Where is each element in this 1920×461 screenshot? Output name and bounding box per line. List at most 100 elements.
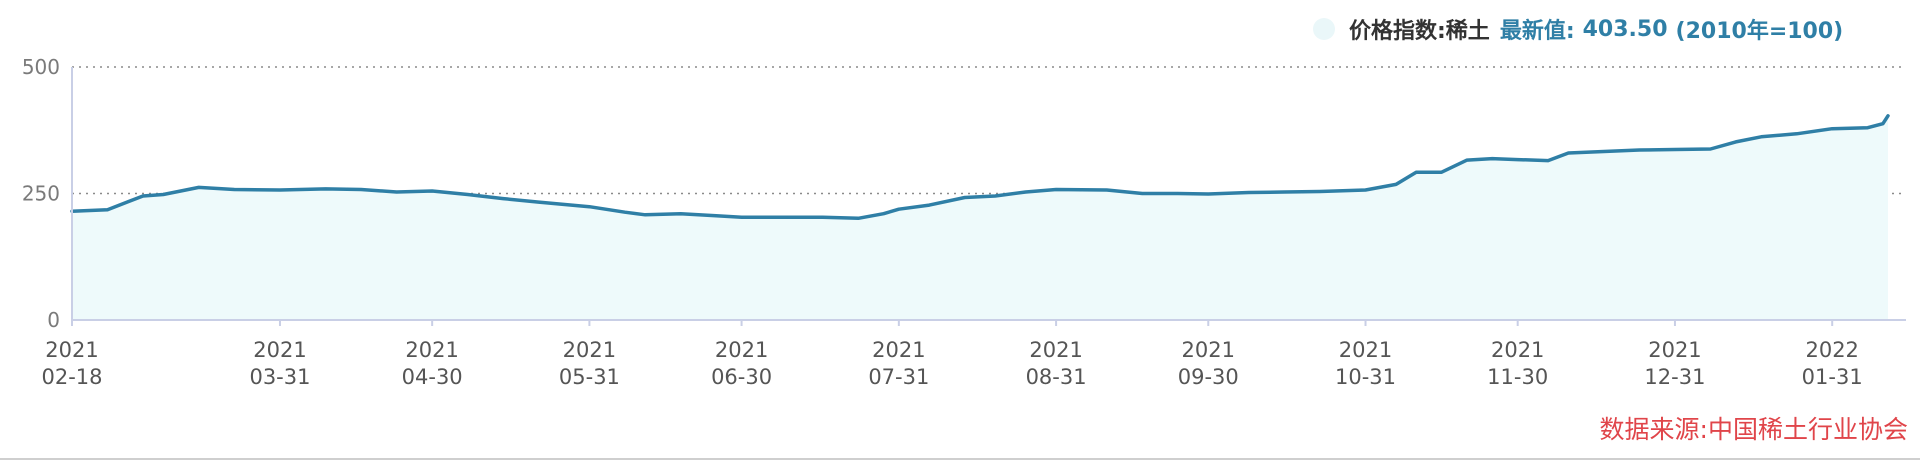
data-source: 数据来源:中国稀土行业协会	[1600, 410, 1908, 446]
x-tick-year-2: 2021	[405, 338, 458, 362]
data-point-41	[1465, 158, 1469, 162]
data-point-40	[1440, 171, 1443, 174]
base-year-note: (2010年=100)	[1675, 19, 1844, 44]
latest-value: 403.50	[1582, 16, 1668, 42]
x-tick-year-4: 2021	[715, 338, 768, 362]
data-point-1	[106, 208, 109, 211]
x-tick-year-9: 2021	[1491, 338, 1544, 362]
x-axis-ticks: 2021 02-18 2021 03-31 2021 04-30 2021 05-31 2021…	[41, 320, 1863, 389]
data-point-2	[141, 194, 145, 198]
data-point-13	[537, 200, 540, 204]
data-point-39	[1415, 171, 1418, 174]
data-point-14	[588, 205, 591, 208]
x-tick-year-11: 2022	[1805, 338, 1858, 362]
data-point-52	[1795, 132, 1798, 135]
data-point-19	[740, 216, 743, 219]
data-point-54	[1866, 126, 1869, 129]
axes	[71, 67, 1906, 321]
x-tick-year-1: 2021	[253, 338, 306, 362]
data-point-9	[395, 190, 398, 194]
data-point-8	[359, 188, 363, 191]
x-tick-year-3: 2021	[563, 338, 616, 362]
x-tick-date-7: 09-30	[1178, 365, 1239, 389]
data-point-17	[679, 212, 682, 215]
data-point-30	[1105, 188, 1109, 192]
data-point-21	[821, 216, 824, 219]
x-tick-year-10: 2021	[1648, 338, 1701, 362]
data-point-49	[1709, 147, 1712, 151]
data-point-18	[715, 214, 718, 217]
x-tick-date-2: 04-30	[402, 365, 463, 389]
data-point-16	[644, 213, 647, 216]
data-source-name: 中国稀土行业协会	[1707, 415, 1908, 444]
x-tick-year-0: 2021	[45, 338, 98, 362]
data-point-4	[197, 186, 201, 189]
data-point-51	[1759, 135, 1763, 139]
data-source-label: 数据来源:	[1599, 415, 1708, 444]
data-point-31	[1141, 192, 1144, 195]
data-point-33	[1207, 192, 1210, 196]
x-tick-year-5: 2021	[872, 338, 925, 362]
chart-legend[interactable]: 价格指数:稀土 最新值: 403.50 (2010年=100)	[1313, 12, 1843, 46]
data-point-27	[994, 194, 997, 198]
x-tick-date-4: 06-30	[711, 365, 772, 389]
data-point-5	[233, 188, 236, 191]
data-point-44	[1546, 159, 1550, 162]
data-point-48	[1673, 148, 1677, 151]
x-tick-date-9: 11-30	[1487, 365, 1548, 389]
data-point-3	[162, 193, 165, 196]
data-point-24	[897, 207, 901, 211]
y-tick-label-0: 0	[47, 308, 60, 332]
data-point-55	[1881, 122, 1885, 125]
data-point-20	[786, 216, 789, 219]
data-point-22	[857, 217, 860, 220]
bottom-divider	[0, 458, 1920, 460]
legend-swatch	[1313, 18, 1335, 40]
data-point-37	[1364, 188, 1367, 192]
data-point-38	[1394, 183, 1398, 186]
x-tick-year-6: 2021	[1029, 338, 1082, 362]
data-point-26	[963, 196, 966, 199]
x-tick-year-7: 2021	[1182, 338, 1235, 362]
grid-lines	[72, 66, 1906, 195]
data-point-43	[1516, 158, 1519, 161]
data-point-34	[1247, 191, 1251, 194]
series-area	[70, 114, 1890, 320]
data-point-28	[1024, 190, 1027, 194]
data-point-45	[1567, 151, 1570, 155]
data-point-12	[501, 197, 505, 200]
series-area-fill	[72, 115, 1888, 320]
data-point-11	[466, 193, 469, 196]
data-point-25	[928, 203, 931, 207]
data-point-6	[278, 188, 282, 192]
y-tick-label-250: 250	[22, 182, 60, 206]
x-tick-date-6: 08-31	[1026, 365, 1087, 389]
data-point-46	[1602, 150, 1606, 153]
data-point-50	[1734, 140, 1738, 144]
x-tick-year-8: 2021	[1339, 338, 1392, 362]
data-point-36	[1318, 190, 1322, 193]
x-tick-date-1: 03-31	[249, 365, 310, 389]
x-tick-date-8: 10-31	[1335, 365, 1396, 389]
data-point-35	[1283, 190, 1286, 194]
x-tick-date-5: 07-31	[868, 365, 929, 389]
x-tick-date-3: 05-31	[559, 365, 620, 389]
x-tick-date-0: 02-18	[41, 365, 102, 389]
data-point-56	[1886, 114, 1890, 118]
x-tick-date-11: 01-31	[1802, 365, 1863, 389]
data-point-47	[1638, 148, 1641, 152]
x-tick-date-10: 12-31	[1644, 365, 1705, 389]
data-point-10	[430, 189, 434, 193]
legend-series-label: 价格指数:稀土	[1349, 19, 1490, 44]
data-point-7	[324, 187, 327, 191]
data-point-29	[1054, 188, 1058, 191]
data-point-32	[1176, 192, 1180, 195]
latest-value-label: 最新值:	[1499, 19, 1575, 44]
y-axis-ticks: 0 250 500	[22, 55, 60, 332]
data-point-42	[1491, 157, 1494, 160]
data-point-23	[882, 212, 885, 215]
data-point-15	[623, 211, 627, 214]
data-point-53	[1831, 127, 1834, 130]
y-tick-label-500: 500	[22, 55, 60, 79]
